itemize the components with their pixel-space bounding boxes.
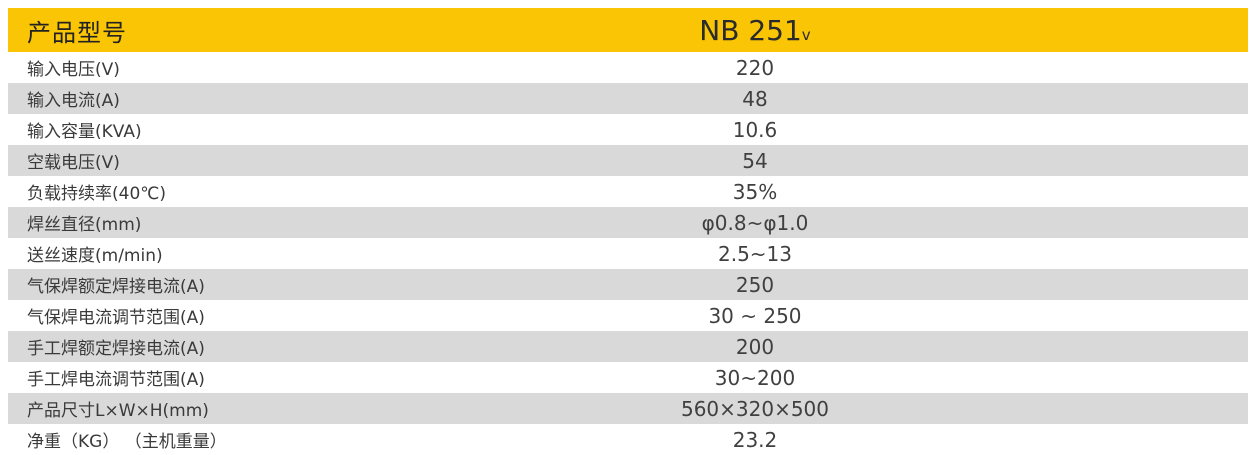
spec-value: 10.6 [732,117,778,142]
table-row: 输入电流(A) 48 [8,83,1248,114]
table-row: 输入电压(V) 220 [8,52,1248,83]
spec-value: 560×320×500 [680,396,830,421]
spec-label: 输入电压(V) [27,60,120,80]
spec-value: 220 [735,55,775,80]
spec-value: 23.2 [732,427,778,452]
spec-value: 250 [735,272,775,297]
table-row: 送丝速度(m/min) 2.5~13 [8,238,1248,269]
spec-label: 输入容量(KVA) [27,122,142,142]
product-model-value: NB 251v [630,14,880,47]
spec-label: 空载电压(V) [27,153,120,173]
table-row: 净重（KG） （主机重量） 23.2 [8,424,1248,455]
spec-label: 产品尺寸L×W×H(mm) [27,401,209,421]
table-row: 手工焊额定焊接电流(A) 200 [8,331,1248,362]
spec-label: 净重（KG） （主机重量） [27,432,227,452]
spec-label: 负载持续率(40℃) [27,184,166,204]
spec-value: 35% [732,179,778,204]
table-row: 负载持续率(40℃) 35% [8,176,1248,207]
spec-label: 焊丝直径(mm) [27,215,142,235]
model-name: NB 251 [699,13,802,47]
table-row: 焊丝直径(mm) φ0.8~φ1.0 [8,207,1248,238]
table-row: 气保焊电流调节范围(A) 30 ~ 250 [8,300,1248,331]
table-row: 产品尺寸L×W×H(mm) 560×320×500 [8,393,1248,424]
table-header-row: 产品型号 NB 251v [8,8,1248,52]
spec-label: 手工焊额定焊接电流(A) [27,339,205,359]
spec-value: 2.5~13 [717,241,792,266]
table-row: 空载电压(V) 54 [8,145,1248,176]
table-row: 手工焊电流调节范围(A) 30~200 [8,362,1248,393]
table-row: 气保焊额定焊接电流(A) 250 [8,269,1248,300]
spec-value: 54 [742,148,768,173]
product-spec-table: 产品型号 NB 251v 输入电压(V) 220 输入电流(A) 48 输入容量(KVA… [8,8,1248,455]
spec-label: 气保焊额定焊接电流(A) [27,277,205,297]
product-model-header-label: 产品型号 [27,18,127,47]
spec-label: 气保焊电流调节范围(A) [27,308,205,328]
spec-value: 30 ~ 250 [708,303,802,328]
spec-value: 200 [735,334,775,359]
spec-label: 送丝速度(m/min) [27,246,163,266]
table-row: 输入容量(KVA) 10.6 [8,114,1248,145]
table-body: 输入电压(V) 220 输入电流(A) 48 输入容量(KVA) 10.6 空载电压(V) 5… [8,52,1248,455]
spec-value: 30~200 [714,365,796,390]
spec-value: φ0.8~φ1.0 [701,210,809,235]
model-suffix: v [801,25,811,44]
spec-value: 48 [742,86,768,111]
spec-label: 手工焊电流调节范围(A) [27,370,205,390]
spec-label: 输入电流(A) [27,91,120,111]
